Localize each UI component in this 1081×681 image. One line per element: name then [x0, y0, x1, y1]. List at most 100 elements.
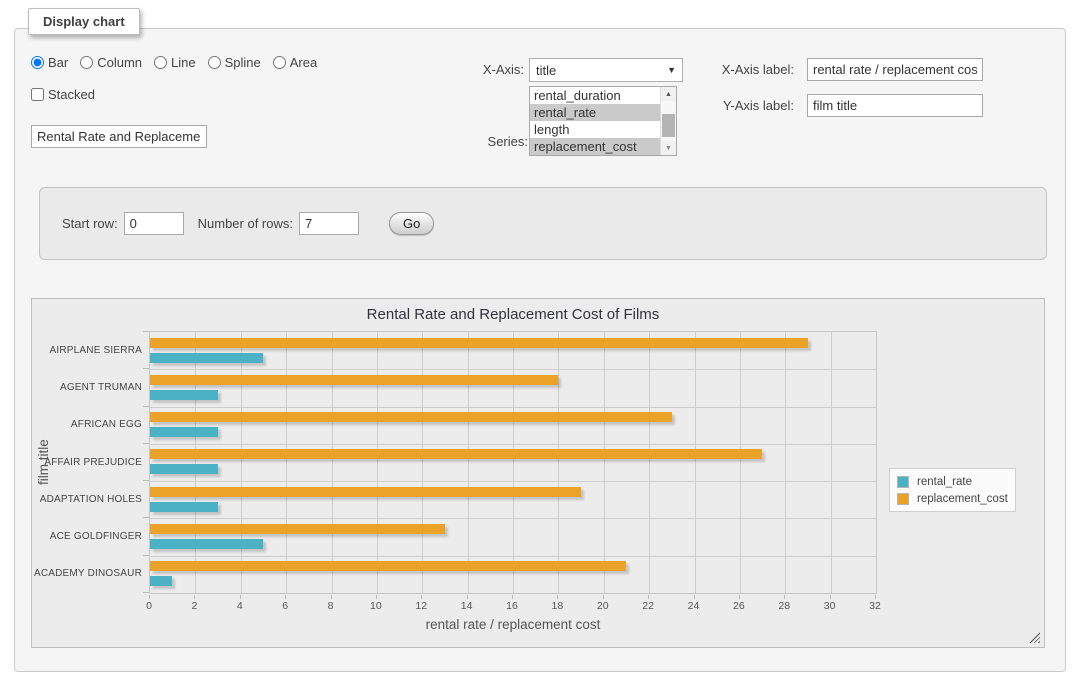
- y-tick-mark: [143, 517, 149, 518]
- display-chart-panel: Display chart BarColumnLineSplineArea St…: [14, 28, 1066, 672]
- category-label: ADAPTATION HOLES: [32, 494, 142, 506]
- bar-replacement_cost: [150, 375, 558, 385]
- gridline-vertical: [241, 332, 242, 593]
- legend-swatch: [897, 476, 909, 488]
- y-axis-label-input[interactable]: [807, 94, 983, 117]
- series-scrollbar[interactable]: ▲ ▼: [660, 87, 676, 155]
- num-rows-label: Number of rows:: [198, 216, 293, 231]
- y-tick-mark: [143, 443, 149, 444]
- x-tick-mark: [694, 595, 695, 599]
- legend-swatch: [897, 493, 909, 505]
- gridline-vertical: [513, 332, 514, 593]
- series-listbox[interactable]: rental_durationrental_ratelengthreplacem…: [529, 86, 677, 156]
- x-tick-label: 24: [679, 600, 709, 612]
- gridline-vertical: [785, 332, 786, 593]
- x-tick-mark: [512, 595, 513, 599]
- x-tick-label: 18: [542, 600, 572, 612]
- resize-grip-icon[interactable]: [1029, 632, 1040, 643]
- x-tick-label: 28: [769, 600, 799, 612]
- category-label: AFRICAN EGG: [32, 419, 142, 431]
- x-tick-mark: [194, 595, 195, 599]
- bar-replacement_cost: [150, 487, 581, 497]
- x-tick-mark: [648, 595, 649, 599]
- gridline-vertical: [422, 332, 423, 593]
- chart-type-radio-area[interactable]: [273, 56, 286, 69]
- x-tick-label: 2: [179, 600, 209, 612]
- chart-type-label: Line: [171, 55, 196, 70]
- x-tick-mark: [149, 595, 150, 599]
- y-tick-mark: [143, 592, 149, 593]
- chart-type-option-column: Column: [80, 55, 142, 70]
- bar-replacement_cost: [150, 524, 445, 534]
- go-button[interactable]: Go: [389, 212, 434, 235]
- x-tick-mark: [421, 595, 422, 599]
- x-tick-label: 32: [860, 600, 890, 612]
- scrollbar-thumb[interactable]: [662, 114, 675, 137]
- bar-replacement_cost: [150, 412, 672, 422]
- x-tick-label: 6: [270, 600, 300, 612]
- bar-replacement_cost: [150, 449, 762, 459]
- series-option-length[interactable]: length: [530, 121, 660, 138]
- y-tick-mark: [143, 406, 149, 407]
- chart-type-radio-line[interactable]: [154, 56, 167, 69]
- x-axis-select[interactable]: title ▼: [529, 58, 683, 82]
- series-option-replacement_cost[interactable]: replacement_cost: [530, 138, 660, 155]
- rows-control-panel: Start row: Number of rows: Go: [39, 187, 1047, 260]
- scroll-down-icon[interactable]: ▼: [661, 141, 676, 155]
- x-tick-label: 20: [588, 600, 618, 612]
- y-tick-mark: [143, 480, 149, 481]
- chart-x-axis-label: rental rate / replacement cost: [149, 617, 877, 632]
- chart-type-radio-spline[interactable]: [208, 56, 221, 69]
- x-tick-mark: [557, 595, 558, 599]
- x-tick-mark: [467, 595, 468, 599]
- category-label: AGENT TRUMAN: [32, 382, 142, 394]
- x-tick-label: 0: [134, 600, 164, 612]
- gridline-vertical: [604, 332, 605, 593]
- x-tick-label: 26: [724, 600, 754, 612]
- stacked-checkbox-label: Stacked: [31, 87, 95, 102]
- gridline-vertical: [468, 332, 469, 593]
- stacked-checkbox[interactable]: [31, 88, 44, 101]
- x-axis-selected-value: title: [536, 63, 556, 78]
- bar-rental_rate: [150, 539, 263, 549]
- gridline-vertical: [740, 332, 741, 593]
- x-tick-mark: [739, 595, 740, 599]
- gridline-vertical: [649, 332, 650, 593]
- series-options: rental_durationrental_ratelengthreplacem…: [530, 87, 660, 155]
- chart-type-radio-bar[interactable]: [31, 56, 44, 69]
- x-tick-label: 4: [225, 600, 255, 612]
- y-tick-mark: [143, 368, 149, 369]
- x-axis-label-field-label: X-Axis label:: [684, 58, 794, 81]
- chart-legend: rental_ratereplacement_cost: [889, 468, 1016, 512]
- gridline-horizontal: [150, 481, 876, 482]
- bar-rental_rate: [150, 427, 218, 437]
- gridline-horizontal: [150, 407, 876, 408]
- start-row-input[interactable]: [124, 212, 184, 235]
- gridline-vertical: [332, 332, 333, 593]
- y-axis-label-field-label: Y-Axis label:: [684, 94, 794, 117]
- x-axis-label-input[interactable]: [807, 58, 983, 81]
- chart-type-option-area: Area: [273, 55, 317, 70]
- legend-label: rental_rate: [917, 476, 972, 488]
- series-option-rental_rate[interactable]: rental_rate: [530, 104, 660, 121]
- x-tick-mark: [376, 595, 377, 599]
- num-rows-input[interactable]: [299, 212, 359, 235]
- chart-title-input[interactable]: [31, 125, 207, 148]
- start-row-label: Start row:: [62, 216, 118, 231]
- gridline-horizontal: [150, 556, 876, 557]
- series-list-label: Series:: [418, 133, 528, 150]
- x-tick-label: 30: [815, 600, 845, 612]
- series-option-rental_duration[interactable]: rental_duration: [530, 87, 660, 104]
- scroll-up-icon[interactable]: ▲: [661, 87, 676, 101]
- gridline-vertical: [377, 332, 378, 593]
- chart-type-radio-column[interactable]: [80, 56, 93, 69]
- x-tick-mark: [285, 595, 286, 599]
- chart-type-label: Column: [97, 55, 142, 70]
- bar-rental_rate: [150, 390, 218, 400]
- x-tick-mark: [603, 595, 604, 599]
- x-tick-label: 8: [316, 600, 346, 612]
- category-label: ACADEMY DINOSAUR: [32, 568, 142, 580]
- bar-rental_rate: [150, 502, 218, 512]
- x-tick-mark: [331, 595, 332, 599]
- chart-type-label: Bar: [48, 55, 68, 70]
